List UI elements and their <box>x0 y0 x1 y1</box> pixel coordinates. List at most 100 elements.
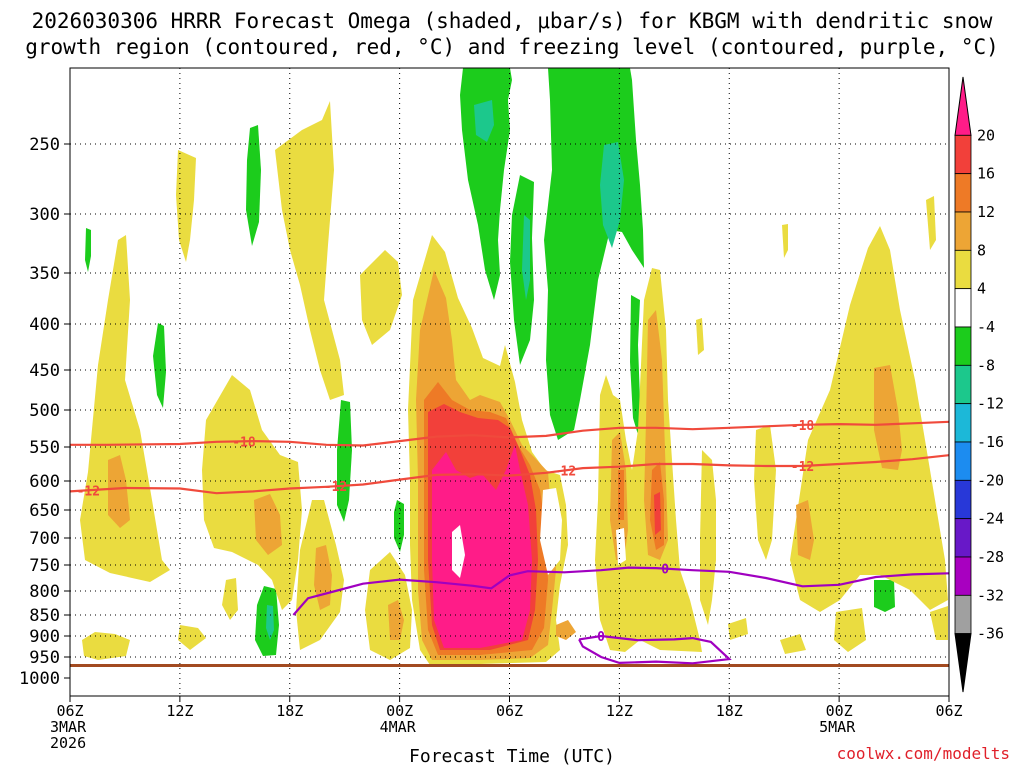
y-tick-label-850: 850 <box>29 606 60 626</box>
green-blob-speck <box>85 228 91 272</box>
y-tick-label-250: 250 <box>29 135 60 155</box>
x-tick-label-5: 12Z <box>606 702 633 720</box>
x-tick-year-0: 2026 <box>50 734 86 752</box>
isotherm-label-1-0: -12 <box>77 484 100 499</box>
y-tick-label-900: 900 <box>29 627 60 647</box>
x-tick-label-1: 12Z <box>166 702 193 720</box>
green-blob-center <box>337 400 352 522</box>
white-hole-c <box>616 528 626 565</box>
x-tick-label-8: 06Z <box>935 702 962 720</box>
y-tick-label-300: 300 <box>29 205 60 225</box>
isotherm-line-2 <box>292 566 949 616</box>
x-tick-date-7: 5MAR <box>819 718 856 736</box>
y-tick-label-400: 400 <box>29 315 60 335</box>
yellow-low-left <box>178 625 206 650</box>
y-tick-label-450: 450 <box>29 361 60 381</box>
x-tick-label-4: 06Z <box>496 702 523 720</box>
colorbar-label-9: -20 <box>977 471 1004 489</box>
colorbar-label-1: 16 <box>977 165 995 183</box>
colorbar-label-2: 12 <box>977 203 995 221</box>
y-tick-label-650: 650 <box>29 501 60 521</box>
colorbar-label-11: -28 <box>977 548 1004 566</box>
colorbar-swatch-0 <box>954 76 972 136</box>
teal-field <box>266 100 624 640</box>
yellow-upper-b <box>275 101 344 400</box>
green-plume-right <box>544 68 644 440</box>
chart-title-line2: growth region (contoured, red, °C) and f… <box>25 35 999 59</box>
isotherm-contours: -18 -18 -12 -12 -12 -12 0 0 <box>70 419 949 665</box>
isotherm-line-1 <box>70 454 949 495</box>
isotherm-line-3 <box>578 634 732 665</box>
yellow-right-low4 <box>930 606 948 640</box>
colorbar-swatch-10 <box>954 479 972 520</box>
isotherm-line-0 <box>70 420 949 447</box>
isotherm-label-2-0: 0 <box>661 563 669 578</box>
yellow-speck-b <box>696 318 704 355</box>
colorbar-label-6: -8 <box>977 356 995 374</box>
yellow-right-edge <box>926 196 936 250</box>
y-tick-label-500: 500 <box>29 401 60 421</box>
colorbar: 20 16 12 8 4 -4 -8 -12 -16 -20 -24 -28 -32 -36 <box>954 76 1004 693</box>
colorbar-swatch-1 <box>954 134 972 175</box>
teal-core-low <box>266 605 274 640</box>
chart-title-line1: 2026030306 HRRR Forecast Omega (shaded, … <box>31 9 993 33</box>
green-blob-upper <box>153 323 166 408</box>
colorbar-swatch-7 <box>954 364 972 405</box>
colorbar-swatch-11 <box>954 518 972 558</box>
yellow-right-low3 <box>834 608 866 652</box>
chart-title: 2026030306 HRRR Forecast Omega (shaded, … <box>0 8 1024 60</box>
gold-right-b <box>556 620 576 640</box>
isotherm-label-1-2: -12 <box>553 464 576 479</box>
yellow-upper-a <box>176 150 196 262</box>
yellow-right-column2 <box>700 450 716 625</box>
ground-surface <box>70 664 949 667</box>
colorbar-swatch-4 <box>954 249 972 290</box>
colorbar-label-12: -32 <box>977 586 1004 604</box>
colorbar-label-0: 20 <box>977 126 995 144</box>
yellow-upper-c <box>360 250 402 345</box>
gold-left-a <box>108 455 130 528</box>
colorbar-swatch-6 <box>954 326 972 366</box>
pressure-axis: 2503003504004505005506006507007508008509… <box>19 135 70 689</box>
colorbar-swatch-3 <box>954 211 972 251</box>
orange-right-speck <box>618 470 624 520</box>
colorbar-label-8: -16 <box>977 433 1004 451</box>
colorbar-label-13: -36 <box>977 625 1004 643</box>
omega-shading <box>70 68 949 667</box>
yellow-left-column <box>80 235 170 582</box>
green-blob-left <box>246 125 261 246</box>
x-tick-label-2: 18Z <box>276 702 303 720</box>
isotherm-label-0-1: -18 <box>791 419 815 434</box>
y-tick-label-600: 600 <box>29 472 60 492</box>
magenta-field <box>432 445 532 648</box>
colorbar-swatch-14 <box>954 633 972 693</box>
gold-mid-left <box>254 494 282 555</box>
yellow-mid-right <box>754 425 776 560</box>
teal-core-strand <box>522 215 530 300</box>
yellow-right-low <box>728 618 748 640</box>
y-tick-label-700: 700 <box>29 529 60 549</box>
gold-center-low2 <box>388 600 404 640</box>
gold-right-big <box>874 365 902 470</box>
green-strand-narrow <box>630 295 640 438</box>
colorbar-label-4: 4 <box>977 280 986 298</box>
x-tick-date-3: 4MAR <box>380 718 417 736</box>
y-tick-label-800: 800 <box>29 582 60 602</box>
x-tick-label-7: 00Z <box>826 702 853 720</box>
y-tick-label-1000: 1000 <box>19 669 60 689</box>
red-right-speck <box>654 492 661 535</box>
y-tick-label-350: 350 <box>29 264 60 284</box>
y-tick-label-950: 950 <box>29 648 60 668</box>
colorbar-swatch-2 <box>954 173 972 213</box>
isotherm-label-1-1: -12 <box>324 480 347 495</box>
magenta-core <box>432 445 532 648</box>
yellow-left-low <box>82 632 130 660</box>
colorbar-swatch-5 <box>954 288 972 328</box>
green-plume-center <box>460 68 512 300</box>
x-tick-label-3: 00Z <box>386 702 413 720</box>
yellow-speck-a <box>782 224 788 258</box>
colorbar-label-3: 8 <box>977 241 986 259</box>
yellow-mid-left2 <box>222 578 238 620</box>
